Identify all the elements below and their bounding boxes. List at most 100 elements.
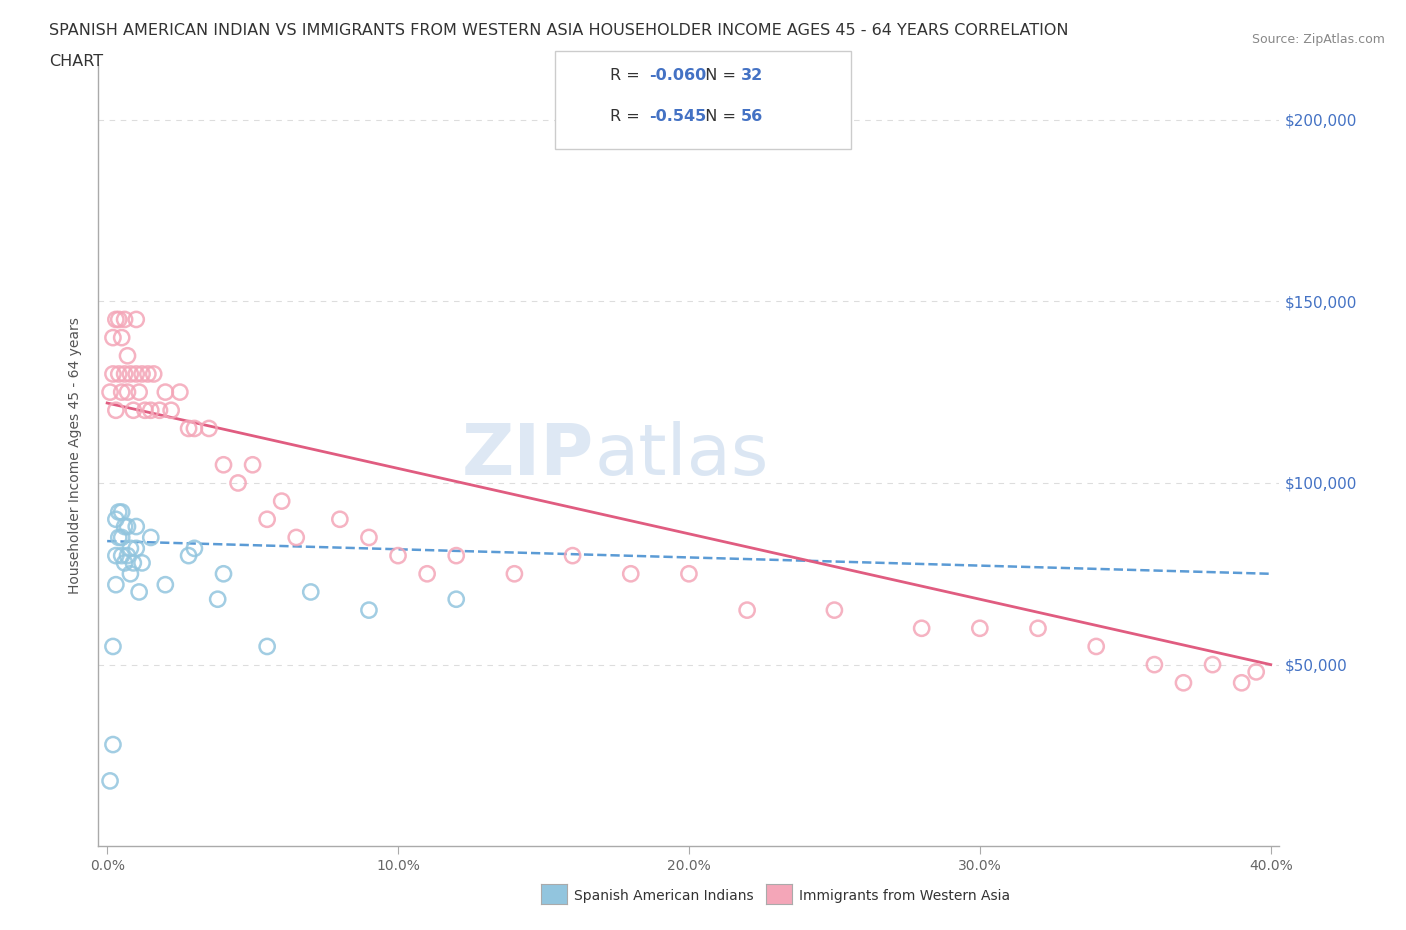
Point bbox=[735, 603, 758, 618]
Text: atlas: atlas bbox=[595, 421, 769, 490]
Point bbox=[256, 639, 278, 654]
Point bbox=[183, 421, 205, 436]
Text: -0.545: -0.545 bbox=[650, 109, 707, 124]
Point bbox=[114, 555, 136, 570]
Point bbox=[104, 578, 127, 592]
Point bbox=[104, 312, 127, 326]
Point bbox=[1244, 664, 1267, 679]
Point bbox=[114, 519, 136, 534]
Point bbox=[111, 330, 134, 345]
Point bbox=[125, 541, 148, 556]
Point bbox=[183, 541, 205, 556]
Point bbox=[969, 621, 991, 636]
Point bbox=[212, 566, 235, 581]
Point bbox=[678, 566, 700, 581]
Point bbox=[1201, 658, 1223, 672]
Point bbox=[120, 541, 142, 556]
Point bbox=[242, 458, 264, 472]
Text: R =: R = bbox=[610, 109, 645, 124]
Point bbox=[823, 603, 845, 618]
Point bbox=[207, 591, 229, 606]
Text: Source: ZipAtlas.com: Source: ZipAtlas.com bbox=[1251, 33, 1385, 46]
Point bbox=[169, 385, 191, 400]
Point bbox=[1085, 639, 1108, 654]
Point bbox=[117, 349, 139, 364]
Point bbox=[104, 512, 127, 526]
Point bbox=[120, 566, 142, 581]
Point bbox=[101, 737, 124, 752]
Point bbox=[114, 312, 136, 326]
Text: ZIP: ZIP bbox=[463, 421, 595, 490]
Point bbox=[98, 385, 121, 400]
Point bbox=[357, 603, 380, 618]
Text: N =: N = bbox=[695, 109, 741, 124]
Point bbox=[128, 585, 150, 600]
Point bbox=[111, 548, 134, 563]
Point bbox=[387, 548, 409, 563]
Point bbox=[136, 366, 159, 381]
Point bbox=[444, 548, 467, 563]
Point bbox=[155, 385, 177, 400]
Point bbox=[139, 403, 162, 418]
Point bbox=[561, 548, 583, 563]
Point bbox=[160, 403, 183, 418]
Point bbox=[125, 519, 148, 534]
Point bbox=[104, 548, 127, 563]
Point bbox=[1230, 675, 1253, 690]
Point bbox=[1173, 675, 1195, 690]
Text: Spanish American Indians: Spanish American Indians bbox=[574, 889, 754, 903]
Point bbox=[107, 505, 129, 520]
Point bbox=[101, 366, 124, 381]
Point bbox=[117, 519, 139, 534]
Text: Immigrants from Western Asia: Immigrants from Western Asia bbox=[799, 889, 1010, 903]
Point bbox=[329, 512, 352, 526]
Point bbox=[620, 566, 643, 581]
Point bbox=[111, 530, 134, 545]
Point bbox=[131, 555, 153, 570]
Point bbox=[120, 366, 142, 381]
Point bbox=[444, 591, 467, 606]
Text: SPANISH AMERICAN INDIAN VS IMMIGRANTS FROM WESTERN ASIA HOUSEHOLDER INCOME AGES : SPANISH AMERICAN INDIAN VS IMMIGRANTS FR… bbox=[49, 23, 1069, 38]
Point bbox=[107, 366, 129, 381]
Point bbox=[1026, 621, 1049, 636]
Point bbox=[416, 566, 439, 581]
Point bbox=[285, 530, 308, 545]
Point bbox=[128, 385, 150, 400]
Point bbox=[142, 366, 165, 381]
Point bbox=[125, 366, 148, 381]
Point bbox=[155, 578, 177, 592]
Y-axis label: Householder Income Ages 45 - 64 years: Householder Income Ages 45 - 64 years bbox=[69, 317, 83, 594]
Text: -0.060: -0.060 bbox=[650, 68, 707, 83]
Point bbox=[107, 312, 129, 326]
Point bbox=[911, 621, 934, 636]
Text: 56: 56 bbox=[741, 109, 763, 124]
Point bbox=[148, 403, 170, 418]
Point bbox=[1143, 658, 1166, 672]
Point bbox=[122, 403, 145, 418]
Point bbox=[299, 585, 322, 600]
Point bbox=[177, 421, 200, 436]
Point bbox=[226, 475, 249, 490]
Text: R =: R = bbox=[610, 68, 645, 83]
Point bbox=[104, 403, 127, 418]
Point bbox=[131, 366, 153, 381]
Text: 32: 32 bbox=[741, 68, 763, 83]
Text: CHART: CHART bbox=[49, 54, 103, 69]
Point bbox=[503, 566, 526, 581]
Point bbox=[117, 548, 139, 563]
Point bbox=[111, 505, 134, 520]
Point bbox=[212, 458, 235, 472]
Point bbox=[270, 494, 292, 509]
Point bbox=[256, 512, 278, 526]
Point bbox=[107, 530, 129, 545]
Point bbox=[117, 385, 139, 400]
Point bbox=[122, 555, 145, 570]
Point bbox=[101, 330, 124, 345]
Text: N =: N = bbox=[695, 68, 741, 83]
Point bbox=[357, 530, 380, 545]
Point bbox=[114, 366, 136, 381]
Point bbox=[111, 385, 134, 400]
Point bbox=[139, 530, 162, 545]
Point bbox=[125, 312, 148, 326]
Point bbox=[198, 421, 221, 436]
